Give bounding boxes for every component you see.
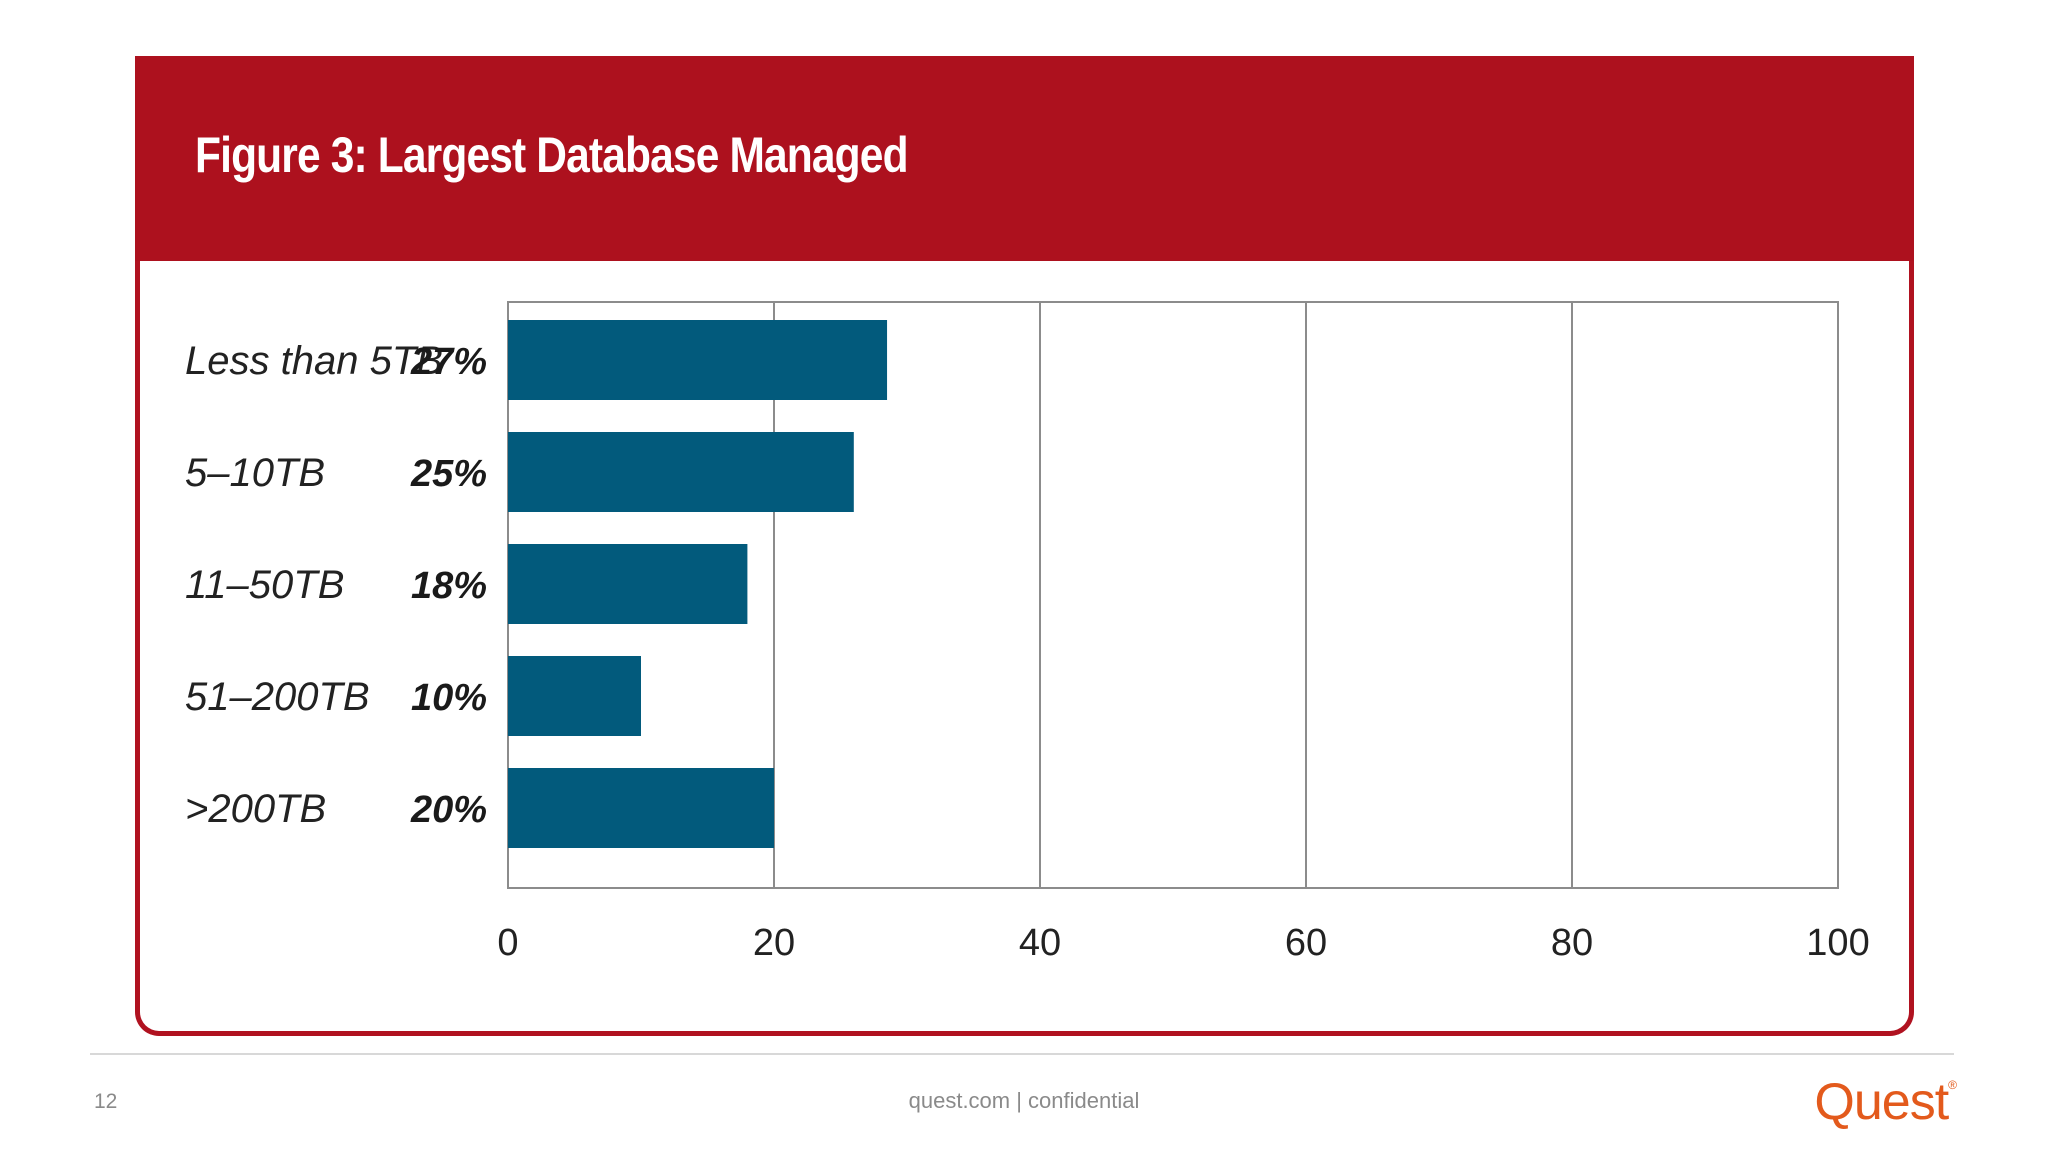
value-label-2: 25%: [410, 453, 487, 495]
x-tick-label-40: 40: [1019, 922, 1061, 964]
value-label-4: 10%: [411, 677, 487, 719]
x-tick-label-0: 0: [497, 922, 518, 964]
figure-header: Figure 3: Largest Database Managed: [135, 56, 1914, 261]
value-label-5: 20%: [410, 789, 487, 831]
footer-confidential-text: quest.com | confidential: [908, 1088, 1140, 1113]
category-label-2: 5–10TB: [185, 451, 325, 495]
category-label-1: Less than 5TB: [185, 339, 443, 383]
bar-5: [508, 768, 774, 848]
x-tick-label-100: 100: [1806, 922, 1869, 964]
value-label-1: 27%: [410, 341, 487, 383]
quest-logo-mark: ®: [1948, 1078, 1957, 1092]
footer-divider: [90, 1053, 1954, 1055]
bar-2: [508, 432, 854, 512]
category-label-3: 11–50TB: [185, 563, 344, 607]
category-label-4: 51–200TB: [185, 675, 370, 719]
bar-4: [508, 656, 641, 736]
quest-logo-text: Quest: [1814, 1073, 1949, 1131]
quest-logo: Quest®: [1814, 1072, 1957, 1132]
bar-1: [508, 320, 888, 400]
bar-3: [508, 544, 748, 624]
x-tick-label-20: 20: [753, 922, 795, 964]
x-tick-label-60: 60: [1285, 922, 1327, 964]
page-number: 12: [94, 1090, 118, 1113]
figure-title: Figure 3: Largest Database Managed: [195, 127, 909, 183]
category-label-5: >200TB: [185, 787, 326, 831]
x-tick-label-80: 80: [1551, 922, 1593, 964]
value-label-3: 18%: [411, 565, 487, 607]
